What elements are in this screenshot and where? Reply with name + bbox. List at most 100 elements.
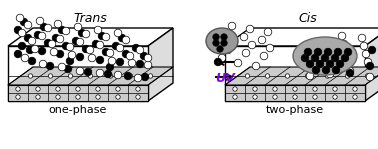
- Circle shape: [273, 95, 277, 99]
- Circle shape: [36, 17, 44, 25]
- Circle shape: [311, 54, 319, 62]
- Circle shape: [305, 74, 310, 78]
- Circle shape: [368, 46, 376, 54]
- Circle shape: [293, 95, 297, 99]
- Circle shape: [58, 26, 66, 34]
- Circle shape: [116, 95, 120, 99]
- Circle shape: [26, 46, 34, 54]
- Circle shape: [38, 32, 46, 40]
- Circle shape: [76, 95, 80, 99]
- Circle shape: [141, 73, 149, 81]
- Circle shape: [224, 46, 232, 54]
- Circle shape: [353, 87, 357, 91]
- Circle shape: [96, 87, 100, 91]
- Circle shape: [234, 59, 242, 67]
- Circle shape: [52, 34, 60, 42]
- Circle shape: [285, 74, 290, 78]
- Polygon shape: [225, 46, 365, 101]
- Circle shape: [366, 73, 374, 81]
- Text: Trans: Trans: [74, 12, 107, 25]
- Circle shape: [222, 30, 230, 38]
- Circle shape: [341, 54, 349, 62]
- Circle shape: [246, 25, 254, 33]
- Circle shape: [76, 67, 84, 75]
- Circle shape: [334, 53, 342, 61]
- Circle shape: [336, 48, 344, 56]
- Circle shape: [36, 87, 40, 91]
- Circle shape: [48, 40, 56, 48]
- Circle shape: [358, 34, 366, 42]
- Circle shape: [38, 47, 46, 55]
- Circle shape: [56, 87, 60, 91]
- Circle shape: [36, 95, 40, 99]
- Circle shape: [122, 36, 130, 44]
- Circle shape: [240, 33, 248, 41]
- Circle shape: [148, 74, 153, 78]
- Circle shape: [114, 71, 122, 79]
- Circle shape: [346, 67, 354, 75]
- Polygon shape: [225, 28, 378, 46]
- Circle shape: [82, 45, 90, 53]
- Circle shape: [14, 26, 22, 34]
- Circle shape: [344, 48, 352, 56]
- Circle shape: [62, 27, 70, 35]
- Circle shape: [106, 49, 114, 57]
- Circle shape: [293, 87, 297, 91]
- Circle shape: [214, 58, 222, 66]
- Circle shape: [324, 48, 332, 56]
- Circle shape: [336, 60, 344, 68]
- Circle shape: [248, 41, 256, 49]
- Circle shape: [118, 34, 126, 42]
- Polygon shape: [8, 85, 148, 101]
- Circle shape: [128, 74, 133, 78]
- Circle shape: [322, 66, 330, 74]
- Circle shape: [252, 62, 260, 70]
- Circle shape: [92, 40, 100, 48]
- Circle shape: [366, 62, 374, 70]
- Circle shape: [360, 42, 368, 50]
- Circle shape: [46, 62, 54, 70]
- Circle shape: [344, 56, 352, 64]
- Circle shape: [48, 74, 53, 78]
- Circle shape: [333, 95, 337, 99]
- Circle shape: [88, 74, 93, 78]
- Circle shape: [346, 69, 354, 77]
- Circle shape: [102, 33, 110, 41]
- Circle shape: [34, 31, 42, 39]
- Circle shape: [44, 39, 52, 47]
- Polygon shape: [8, 46, 148, 101]
- Circle shape: [66, 57, 74, 65]
- Circle shape: [94, 26, 102, 34]
- Circle shape: [333, 87, 337, 91]
- Circle shape: [253, 87, 257, 91]
- Circle shape: [313, 87, 317, 91]
- Circle shape: [306, 72, 314, 80]
- Circle shape: [56, 95, 60, 99]
- Circle shape: [217, 46, 223, 52]
- Circle shape: [331, 54, 339, 62]
- Ellipse shape: [206, 28, 238, 54]
- Circle shape: [264, 28, 272, 36]
- Circle shape: [136, 46, 144, 54]
- Polygon shape: [148, 28, 173, 101]
- Text: one-phase: one-phase: [49, 105, 107, 115]
- Circle shape: [306, 65, 314, 73]
- Circle shape: [124, 72, 132, 80]
- Polygon shape: [8, 28, 173, 46]
- Ellipse shape: [293, 37, 357, 75]
- Circle shape: [108, 57, 116, 65]
- Circle shape: [116, 58, 124, 66]
- Text: two-phase: two-phase: [266, 105, 324, 115]
- Circle shape: [144, 61, 152, 69]
- Circle shape: [76, 87, 80, 91]
- Circle shape: [68, 51, 76, 59]
- Circle shape: [56, 50, 64, 58]
- Circle shape: [18, 29, 26, 37]
- Circle shape: [338, 32, 346, 40]
- Circle shape: [340, 40, 348, 48]
- Circle shape: [273, 87, 277, 91]
- Circle shape: [116, 87, 120, 91]
- Circle shape: [314, 48, 322, 56]
- Circle shape: [136, 60, 144, 68]
- Circle shape: [24, 34, 32, 42]
